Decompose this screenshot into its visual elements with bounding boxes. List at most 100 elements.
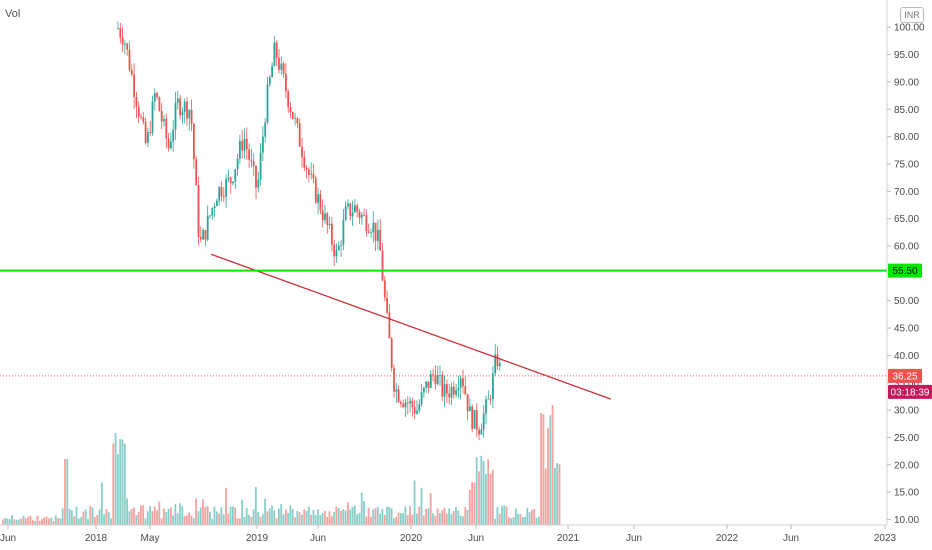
volume-bar xyxy=(480,455,483,525)
volume-bar xyxy=(347,502,349,525)
candle-body xyxy=(158,97,161,112)
volume-bar xyxy=(356,514,358,525)
volume-indicator-label: Vol xyxy=(5,8,21,20)
volume-bar xyxy=(471,481,473,525)
volume-bar xyxy=(505,506,508,525)
y-tick-label: 60.00 xyxy=(894,242,919,253)
candle-body xyxy=(416,410,418,414)
volume-bar xyxy=(234,507,237,525)
volume-bar xyxy=(482,461,485,525)
candle-body xyxy=(298,123,301,147)
volume-bar xyxy=(257,512,260,525)
volume-bar xyxy=(103,514,105,525)
volume-bar xyxy=(199,507,202,525)
candle-body xyxy=(390,338,393,368)
y-tick-label: 15.00 xyxy=(894,488,919,499)
volume-bar xyxy=(547,427,549,525)
volume-bar xyxy=(551,405,554,525)
candle-body xyxy=(406,402,409,404)
volume-bar xyxy=(165,512,168,525)
volume-bar xyxy=(236,518,239,525)
volume-bar xyxy=(533,508,536,525)
candle-body xyxy=(289,107,292,112)
volume-bar xyxy=(181,506,184,525)
volume-bar xyxy=(52,520,55,525)
candle-body xyxy=(167,138,170,149)
volume-bar xyxy=(464,507,467,525)
volume-bar xyxy=(478,471,480,525)
volume-bar xyxy=(98,509,101,525)
currency-badge[interactable]: INR xyxy=(900,7,924,23)
y-tick-label: 90.00 xyxy=(894,77,919,88)
candle-body xyxy=(443,384,446,397)
volume-bar xyxy=(137,511,140,525)
candle-body xyxy=(301,146,303,158)
price-axis[interactable]: 10.00 15.00 20.00 25.00 30.00 35.00 40.00 45.00… xyxy=(887,23,925,526)
x-tick-label: 2019 xyxy=(246,533,269,544)
volume-bar xyxy=(38,520,41,525)
candle-body xyxy=(179,98,181,116)
volume-bar xyxy=(374,508,377,525)
volume-bar xyxy=(330,516,333,525)
candle-body xyxy=(370,232,372,233)
volume-bar xyxy=(326,516,329,525)
volume-bar xyxy=(241,499,243,525)
candle-body xyxy=(496,354,499,367)
volume-bar xyxy=(190,515,193,525)
candle-body xyxy=(126,43,129,50)
volume-bar xyxy=(501,505,503,525)
volume-bar xyxy=(473,482,476,525)
candle-body xyxy=(206,215,209,240)
volume-bar xyxy=(71,510,73,525)
candle-body xyxy=(195,159,198,186)
volume-bar xyxy=(264,498,266,525)
time-axis[interactable]: Jun 2018 May 2019 Jun 2020 Jun 2021 Jun 2022 Jun 20… xyxy=(0,525,897,544)
volume-bar xyxy=(248,514,250,525)
volume-bar xyxy=(452,511,455,525)
candle-body xyxy=(319,194,322,211)
volume-bar xyxy=(268,508,271,525)
volume-bar xyxy=(77,518,80,525)
candle-body xyxy=(335,249,338,257)
volume-bar xyxy=(296,511,299,525)
trendline[interactable] xyxy=(210,253,612,400)
hline-badge: 55.50 xyxy=(888,263,922,278)
candle-body xyxy=(130,70,133,75)
volume-bar xyxy=(275,518,278,525)
candle-body xyxy=(321,210,324,221)
candle-body xyxy=(420,392,423,405)
volume-bar xyxy=(360,492,363,525)
y-tick-label: 40.00 xyxy=(894,351,919,362)
candle-body xyxy=(466,394,469,412)
candle-body xyxy=(252,161,255,167)
candle-body xyxy=(280,63,283,70)
candle-body xyxy=(489,398,492,400)
volume-bar xyxy=(512,517,515,525)
candle-body xyxy=(487,398,490,400)
candle-body xyxy=(425,381,428,388)
volume-bar xyxy=(406,515,409,525)
volume-bar xyxy=(544,468,547,525)
candle-body xyxy=(285,73,287,92)
candle-body xyxy=(239,140,241,159)
volume-bar xyxy=(15,519,18,525)
volume-bar xyxy=(68,509,71,525)
volume-bar xyxy=(556,462,559,525)
x-tick-label: 2020 xyxy=(400,533,423,544)
candle-body xyxy=(229,177,232,184)
candle-body xyxy=(397,389,400,402)
candle-body xyxy=(273,42,276,67)
volume-bar xyxy=(31,520,34,525)
volume-bar xyxy=(8,519,11,525)
volume-bar xyxy=(232,506,234,525)
volume-bar xyxy=(485,474,487,525)
hline-price-label: 55.50 xyxy=(892,266,917,277)
volume-bar xyxy=(508,517,510,525)
candle-body xyxy=(393,367,395,392)
candle-body xyxy=(485,399,487,414)
volume-bar xyxy=(135,515,138,525)
candle-body xyxy=(459,378,462,388)
volume-bar xyxy=(367,507,370,525)
candle-body xyxy=(333,244,336,257)
